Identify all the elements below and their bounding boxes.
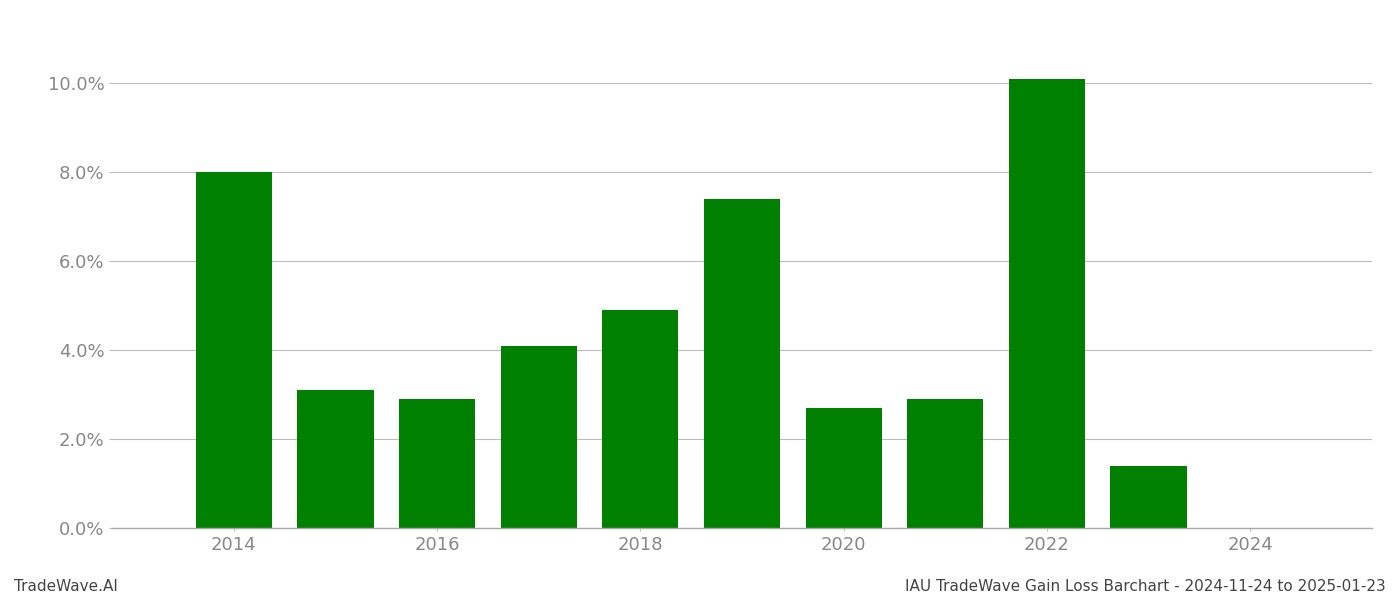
Bar xyxy=(1110,466,1187,528)
Bar xyxy=(602,310,679,528)
Bar xyxy=(805,408,882,528)
Text: IAU TradeWave Gain Loss Barchart - 2024-11-24 to 2025-01-23: IAU TradeWave Gain Loss Barchart - 2024-… xyxy=(906,579,1386,594)
Bar xyxy=(704,199,780,528)
Bar xyxy=(196,172,272,528)
Bar xyxy=(399,399,475,528)
Bar xyxy=(1009,79,1085,528)
Text: TradeWave.AI: TradeWave.AI xyxy=(14,579,118,594)
Bar xyxy=(297,390,374,528)
Bar xyxy=(907,399,983,528)
Bar xyxy=(501,346,577,528)
